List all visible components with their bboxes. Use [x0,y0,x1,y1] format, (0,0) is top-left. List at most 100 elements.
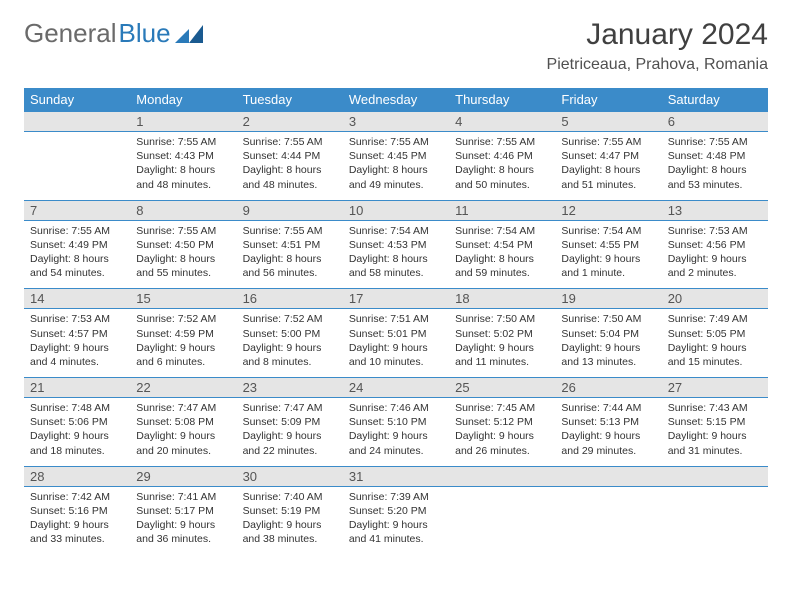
day-number [24,112,130,116]
daynum-cell: 5 [555,112,661,132]
sunset-text: Sunset: 4:46 PM [455,149,549,163]
logo-text-blue: Blue [119,18,171,49]
daynum-cell: 6 [662,112,768,132]
daynum-row: 78910111213 [24,200,768,220]
daylight-text: Daylight: 9 hours and 4 minutes. [30,341,124,369]
daynum-cell: 20 [662,289,768,309]
calendar-table: SundayMondayTuesdayWednesdayThursdayFrid… [24,88,768,554]
daynum-cell: 29 [130,466,236,486]
sunrise-text: Sunrise: 7:47 AM [136,401,230,415]
daynum-cell: 31 [343,466,449,486]
sunrise-text: Sunrise: 7:50 AM [455,312,549,326]
sunrise-text: Sunrise: 7:52 AM [136,312,230,326]
month-title: January 2024 [547,18,768,52]
day-cell: Sunrise: 7:54 AMSunset: 4:54 PMDaylight:… [449,220,555,289]
sunset-text: Sunset: 5:13 PM [561,415,655,429]
day-cell: Sunrise: 7:52 AMSunset: 5:00 PMDaylight:… [237,309,343,378]
day-number: 7 [24,201,130,220]
day-number: 20 [662,289,768,308]
sunrise-text: Sunrise: 7:47 AM [243,401,337,415]
sunrise-text: Sunrise: 7:43 AM [668,401,762,415]
detail-row: Sunrise: 7:53 AMSunset: 4:57 PMDaylight:… [24,309,768,378]
sunset-text: Sunset: 4:59 PM [136,327,230,341]
daynum-row: 14151617181920 [24,289,768,309]
daynum-cell: 4 [449,112,555,132]
day-number: 16 [237,289,343,308]
sunrise-text: Sunrise: 7:45 AM [455,401,549,415]
day-number: 6 [662,112,768,131]
weekday-header: Sunday [24,88,130,112]
day-cell: Sunrise: 7:54 AMSunset: 4:53 PMDaylight:… [343,220,449,289]
day-number: 31 [343,467,449,486]
sunset-text: Sunset: 5:16 PM [30,504,124,518]
daynum-cell: 2 [237,112,343,132]
daynum-cell: 26 [555,378,661,398]
day-number [662,467,768,471]
day-cell: Sunrise: 7:50 AMSunset: 5:02 PMDaylight:… [449,309,555,378]
daynum-cell [24,112,130,132]
day-cell: Sunrise: 7:55 AMSunset: 4:49 PMDaylight:… [24,220,130,289]
daylight-text: Daylight: 8 hours and 53 minutes. [668,163,762,191]
daylight-text: Daylight: 8 hours and 59 minutes. [455,252,549,280]
daynum-cell: 23 [237,378,343,398]
logo: General Blue [24,18,203,49]
daynum-cell: 11 [449,200,555,220]
day-cell: Sunrise: 7:53 AMSunset: 4:57 PMDaylight:… [24,309,130,378]
day-cell: Sunrise: 7:50 AMSunset: 5:04 PMDaylight:… [555,309,661,378]
daynum-cell [662,466,768,486]
day-number: 24 [343,378,449,397]
daylight-text: Daylight: 9 hours and 22 minutes. [243,429,337,457]
daynum-cell: 13 [662,200,768,220]
daylight-text: Daylight: 9 hours and 29 minutes. [561,429,655,457]
sunset-text: Sunset: 4:47 PM [561,149,655,163]
sunrise-text: Sunrise: 7:52 AM [243,312,337,326]
daynum-cell: 12 [555,200,661,220]
detail-row: Sunrise: 7:55 AMSunset: 4:49 PMDaylight:… [24,220,768,289]
sunset-text: Sunset: 5:08 PM [136,415,230,429]
daynum-cell: 25 [449,378,555,398]
daynum-cell: 1 [130,112,236,132]
sunset-text: Sunset: 4:57 PM [30,327,124,341]
sunset-text: Sunset: 4:53 PM [349,238,443,252]
sunset-text: Sunset: 5:15 PM [668,415,762,429]
day-cell: Sunrise: 7:55 AMSunset: 4:47 PMDaylight:… [555,132,661,201]
daynum-cell: 15 [130,289,236,309]
day-cell [662,486,768,554]
calendar-header-row: SundayMondayTuesdayWednesdayThursdayFrid… [24,88,768,112]
sunset-text: Sunset: 5:19 PM [243,504,337,518]
weekday-header: Thursday [449,88,555,112]
sunrise-text: Sunrise: 7:50 AM [561,312,655,326]
daynum-cell: 8 [130,200,236,220]
day-cell: Sunrise: 7:55 AMSunset: 4:44 PMDaylight:… [237,132,343,201]
sunset-text: Sunset: 4:51 PM [243,238,337,252]
sunrise-text: Sunrise: 7:55 AM [349,135,443,149]
daylight-text: Daylight: 8 hours and 49 minutes. [349,163,443,191]
daynum-cell: 28 [24,466,130,486]
sunrise-text: Sunrise: 7:40 AM [243,490,337,504]
daynum-cell: 19 [555,289,661,309]
daylight-text: Daylight: 8 hours and 50 minutes. [455,163,549,191]
title-block: January 2024 Pietriceaua, Prahova, Roman… [547,18,768,74]
daynum-row: 21222324252627 [24,378,768,398]
sunrise-text: Sunrise: 7:41 AM [136,490,230,504]
day-number: 19 [555,289,661,308]
sunset-text: Sunset: 4:56 PM [668,238,762,252]
sunset-text: Sunset: 5:09 PM [243,415,337,429]
day-number: 14 [24,289,130,308]
logo-text-gray: General [24,18,117,49]
sunrise-text: Sunrise: 7:55 AM [243,135,337,149]
detail-row: Sunrise: 7:48 AMSunset: 5:06 PMDaylight:… [24,398,768,467]
day-number: 26 [555,378,661,397]
day-cell: Sunrise: 7:55 AMSunset: 4:43 PMDaylight:… [130,132,236,201]
sunrise-text: Sunrise: 7:49 AM [668,312,762,326]
day-cell: Sunrise: 7:55 AMSunset: 4:51 PMDaylight:… [237,220,343,289]
daylight-text: Daylight: 8 hours and 55 minutes. [136,252,230,280]
day-cell: Sunrise: 7:42 AMSunset: 5:16 PMDaylight:… [24,486,130,554]
day-number: 22 [130,378,236,397]
day-cell: Sunrise: 7:49 AMSunset: 5:05 PMDaylight:… [662,309,768,378]
sunset-text: Sunset: 5:04 PM [561,327,655,341]
day-cell: Sunrise: 7:55 AMSunset: 4:48 PMDaylight:… [662,132,768,201]
sunset-text: Sunset: 5:10 PM [349,415,443,429]
sunset-text: Sunset: 4:50 PM [136,238,230,252]
day-number: 17 [343,289,449,308]
